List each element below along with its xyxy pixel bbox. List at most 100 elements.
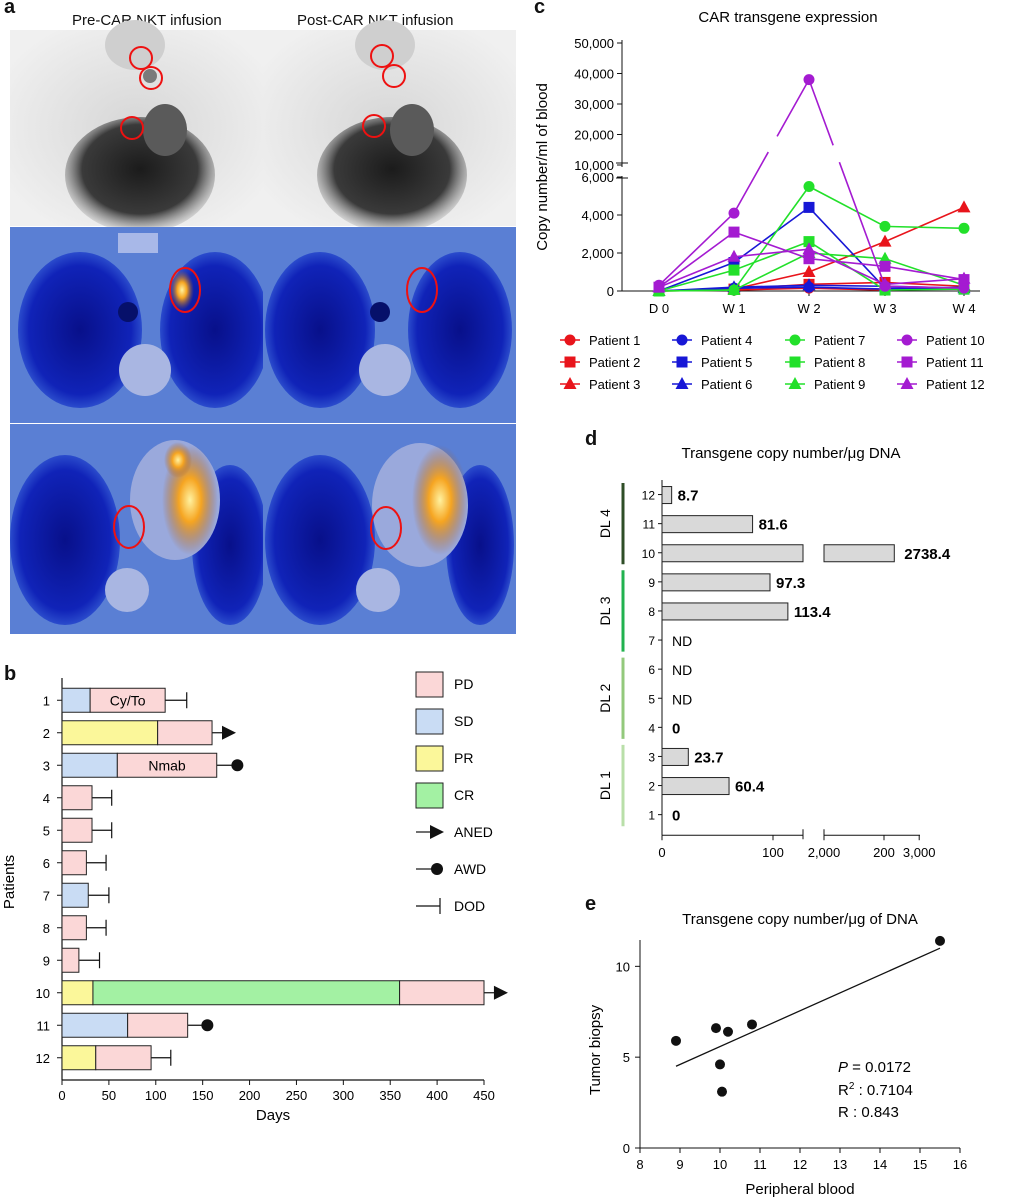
- pet-pre-image: [10, 20, 263, 233]
- status-bar-pr: [61, 1045, 97, 1071]
- patient-label: 4: [43, 791, 50, 806]
- series-line: [884, 288, 965, 291]
- lesion-marker: [370, 506, 402, 550]
- status-bar-cr: [92, 980, 401, 1006]
- r2-superscript: 2: [849, 1081, 855, 1092]
- legend-label: DOD: [454, 898, 485, 914]
- series-line: [733, 186, 810, 291]
- p-value-text: P = 0.0172: [838, 1059, 911, 1076]
- series-line: [884, 285, 965, 289]
- y-axis-title: Copy number/ml of blood: [534, 83, 551, 251]
- series-patient-12: [652, 242, 971, 293]
- legend-marker: [901, 334, 913, 346]
- status-bar-pr: [61, 980, 94, 1006]
- dose-level-label: DL 4: [597, 509, 613, 538]
- series-line: [808, 252, 886, 260]
- lesion-marker: [382, 64, 406, 88]
- legend-marker: [564, 356, 576, 368]
- data-point: [711, 1023, 721, 1034]
- x-axis-title: Peripheral blood: [745, 1181, 854, 1198]
- treatment-note: Cy/To: [110, 692, 146, 708]
- legend-marker: [676, 356, 688, 368]
- x-tick-label: 13: [833, 1157, 847, 1172]
- data-point: [803, 236, 815, 248]
- legend-label: Patient 1: [589, 333, 640, 348]
- category-label: 11: [643, 518, 656, 532]
- x-tick-label: 15: [913, 1157, 927, 1172]
- patient-label: 9: [43, 953, 50, 968]
- series-line: [808, 284, 886, 288]
- category-label: 9: [648, 576, 655, 590]
- x-tick-label: 3,000: [903, 845, 936, 860]
- status-bar-sd: [61, 1012, 129, 1038]
- legend-swatch-pr: [415, 745, 444, 772]
- x-tick-label: 450: [473, 1088, 495, 1103]
- x-tick-label: 100: [145, 1088, 167, 1103]
- data-point: [717, 1086, 727, 1097]
- series-patient-10: [653, 74, 970, 294]
- data-point: [878, 251, 892, 264]
- series-line: [733, 284, 810, 288]
- series-line: [884, 225, 965, 230]
- p-value: = 0.0172: [848, 1059, 911, 1076]
- chart-title: CAR transgene expression: [698, 9, 877, 26]
- data-label: ND: [672, 691, 692, 707]
- ct-post-lower-image: [263, 424, 516, 634]
- x-tick-label: 200: [873, 845, 895, 860]
- legend-label: Patient 4: [701, 333, 752, 348]
- status-bar-pd: [61, 850, 87, 876]
- data-bar: [823, 544, 895, 563]
- status-bar-pd: [116, 752, 218, 778]
- data-label: 0: [672, 808, 680, 825]
- data-point: [957, 271, 971, 284]
- data-point: [802, 265, 816, 277]
- patient-label: 2: [43, 726, 50, 741]
- series-line: [808, 79, 886, 287]
- x-tick-label: W 3: [873, 301, 896, 316]
- legend-label: SD: [454, 713, 473, 729]
- legend-marker: [675, 377, 689, 389]
- legend-marker: [789, 334, 801, 346]
- panel-e-label: e: [585, 893, 597, 915]
- data-point: [803, 253, 815, 265]
- x-tick-label: W 1: [722, 301, 745, 316]
- patient-label: 11: [37, 1018, 51, 1033]
- legend-label: PR: [454, 750, 473, 766]
- patient-label: 6: [43, 856, 50, 871]
- series-line: [733, 252, 810, 291]
- data-point: [727, 249, 741, 262]
- x-tick-label: 200: [239, 1088, 261, 1103]
- lesion-marker: [113, 505, 145, 549]
- data-label: 97.3: [776, 575, 805, 592]
- series-line: [733, 79, 810, 214]
- series-line: [808, 287, 886, 291]
- series-line: [658, 269, 735, 292]
- data-point: [802, 242, 816, 255]
- legend-swatch-pd: [415, 671, 444, 698]
- status-bar-pr: [61, 720, 159, 746]
- pre-infusion-title: Pre-CAR NKT infusion: [72, 12, 222, 29]
- legend-label: AWD: [454, 861, 486, 877]
- panel-a-label: a: [4, 0, 16, 18]
- x-tick-label: 9: [676, 1157, 683, 1172]
- x-tick-label: 8: [636, 1157, 643, 1172]
- category-label: 5: [648, 692, 655, 706]
- lesion-marker: [129, 46, 153, 70]
- category-label: 6: [648, 663, 655, 677]
- series-line: [733, 286, 810, 289]
- panel-c-line-chart: CAR transgene expression Copy number/ml o…: [534, 9, 985, 392]
- data-point: [728, 264, 740, 276]
- x-tick-label: 11: [753, 1157, 767, 1172]
- legend-marker: [901, 356, 913, 368]
- r2-value: : 0.7104: [854, 1082, 912, 1099]
- patient-label: 8: [43, 921, 50, 936]
- data-bar: [661, 544, 804, 563]
- data-label: 81.6: [759, 517, 788, 534]
- series-line: [808, 206, 886, 289]
- y-tick-label: 0: [607, 284, 614, 299]
- legend-marker: [788, 377, 802, 389]
- x-tick-label: 14: [873, 1157, 887, 1172]
- legend-label: Patient 9: [814, 377, 865, 392]
- patient-label: 12: [36, 1051, 50, 1066]
- status-bar-pd: [127, 1012, 189, 1038]
